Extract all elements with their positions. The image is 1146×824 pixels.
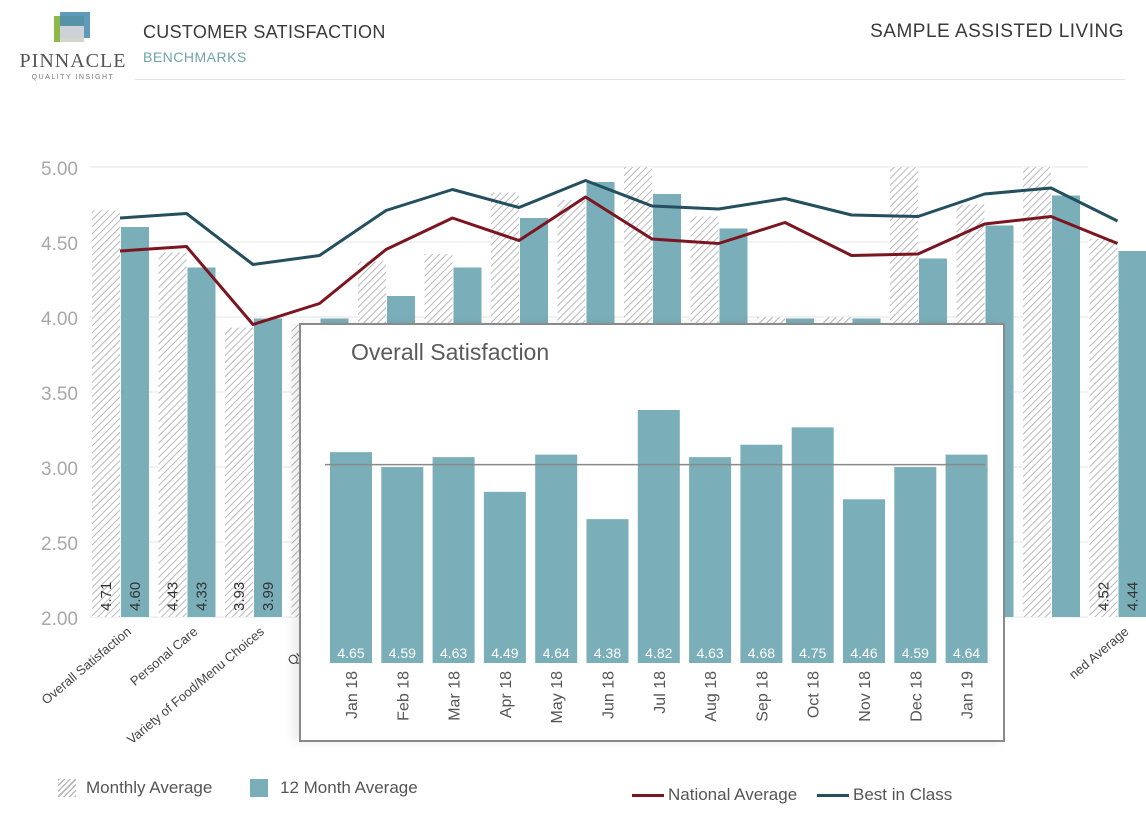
- monthly-data-label: 3.93: [231, 582, 248, 611]
- inset-value-label: 4.38: [594, 645, 621, 661]
- inset-bar: [894, 467, 937, 663]
- y-tick-label: 4.00: [41, 309, 78, 330]
- inset-month-label: May 18: [549, 671, 566, 724]
- page-title: CUSTOMER SATISFACTION: [143, 22, 386, 42]
- inset-month-label: Jan 19: [960, 671, 977, 719]
- x-category-label: Overall Satisfaction: [38, 624, 133, 707]
- best-line-swatch-icon: [817, 793, 849, 797]
- inset-value-label: 4.64: [543, 645, 570, 661]
- monthly-average-bar: [92, 210, 120, 617]
- inset-bar: [535, 454, 578, 663]
- y-tick-label: 2.50: [41, 534, 78, 555]
- inset-month-label: Sep 18: [754, 671, 771, 722]
- legend-label: Best in Class: [853, 785, 953, 804]
- legend-twelve-month-average: 12 Month Average: [250, 776, 418, 800]
- legend-national-average: National Average: [632, 783, 797, 807]
- inset-bar: [586, 519, 629, 663]
- twelve-month-average-bar: [1118, 251, 1146, 617]
- inset-value-label: 4.59: [902, 645, 929, 661]
- y-tick-label: 3.00: [41, 459, 78, 480]
- inset-value-label: 4.75: [799, 645, 826, 661]
- inset-value-label: 4.46: [850, 645, 877, 661]
- logo-tagline: QUALITY INSIGHT: [31, 74, 115, 81]
- legend-best-in-class: Best in Class: [817, 783, 952, 807]
- inset-bar: [945, 454, 988, 663]
- inset-bar: [637, 410, 680, 663]
- pinnacle-logo-mark-icon: [54, 12, 90, 42]
- inset-month-label: Aug 18: [703, 671, 720, 722]
- legend-label: 12 Month Average: [280, 778, 418, 797]
- legend-label: National Average: [668, 785, 798, 804]
- hatch-swatch-icon: [58, 779, 76, 797]
- inset-month-label: Nov 18: [857, 671, 874, 722]
- inset-value-label: 4.82: [645, 645, 672, 661]
- inset-bar: [740, 444, 783, 663]
- inset-bar: [791, 427, 834, 663]
- inset-bar: [843, 499, 885, 663]
- inset-value-label: 4.68: [748, 645, 775, 661]
- inset-bar: [381, 467, 424, 663]
- pinnacle-logo: PINNACLE QUALITY INSIGHT: [14, 10, 125, 81]
- national-average-line: [119, 195, 1119, 326]
- inset-month-label: Oct 18: [806, 671, 823, 718]
- inset-value-label: 4.63: [440, 645, 467, 661]
- inset-month-label: Jun 18: [601, 671, 618, 719]
- inset-value-label: 4.64: [953, 645, 980, 661]
- inset-bar: [483, 491, 526, 663]
- inset-month-label: Jan 18: [344, 671, 361, 719]
- twelve-month-data-label: 4.33: [194, 582, 211, 611]
- inset-bar: [689, 457, 732, 663]
- inset-month-label: Dec 18: [908, 671, 925, 722]
- twelve-month-data-label: 4.60: [127, 582, 144, 611]
- inset-value-label: 4.65: [337, 645, 364, 661]
- logo-wordmark: PINNACLE: [19, 50, 127, 72]
- inset-month-label: Apr 18: [498, 671, 515, 718]
- x-category-label: ned Average: [1066, 624, 1131, 682]
- x-category-label: Personal Care: [127, 624, 200, 689]
- inset-chart: 4.65 Jan 18 4.59 Feb 18 4.63 Mar 18 4.49 Apr 18…: [325, 410, 988, 724]
- twelve-month-average-bar: [187, 267, 216, 617]
- y-tick-label: 5.00: [41, 159, 78, 180]
- inset-bar: [432, 457, 475, 663]
- overall-satisfaction-inset: Overall Satisfaction 4.65 Jan 18 4.59 Feb 1…: [299, 323, 1005, 742]
- facility-name: SAMPLE ASSISTED LIVING: [870, 21, 1124, 42]
- monthly-average-bar: [225, 327, 253, 617]
- y-tick-label: 2.00: [41, 609, 78, 630]
- monthly-average-bar: [158, 252, 187, 617]
- monthly-data-label: 4.52: [1096, 582, 1113, 611]
- inset-value-label: 4.63: [696, 645, 723, 661]
- monthly-data-label: 4.43: [165, 582, 182, 611]
- best-in-class-line: [119, 179, 1119, 266]
- y-tick-label: 3.50: [41, 384, 78, 405]
- inset-month-label: Feb 18: [395, 671, 412, 721]
- twelve-month-average-bar: [254, 318, 282, 617]
- monthly-average-bar: [1023, 167, 1051, 617]
- twelve-month-data-label: 4.44: [1125, 582, 1142, 611]
- y-tick-label: 4.50: [41, 234, 78, 255]
- legend-monthly-average: Monthly Average: [58, 776, 212, 800]
- inset-value-label: 4.59: [389, 645, 416, 661]
- page-subtitle: BENCHMARKS: [143, 49, 247, 65]
- inset-month-label: Jul 18: [652, 671, 669, 714]
- twelve-month-data-label: 3.99: [260, 582, 277, 611]
- teal-swatch-icon: [250, 779, 268, 797]
- national-line-swatch-icon: [632, 793, 664, 797]
- inset-value-label: 4.49: [491, 645, 518, 661]
- inset-month-label: Mar 18: [447, 671, 464, 721]
- header-divider: [135, 79, 1125, 80]
- twelve-month-average-bar: [121, 227, 149, 617]
- inset-bar: [330, 452, 372, 663]
- inset-title: Overall Satisfaction: [351, 339, 550, 365]
- x-category-label: Variety of Food/Menu Choices: [124, 623, 267, 747]
- monthly-average-bar: [1089, 239, 1118, 617]
- twelve-month-average-bar: [1052, 195, 1080, 617]
- monthly-data-label: 4.71: [98, 582, 115, 611]
- legend-label: Monthly Average: [86, 778, 213, 797]
